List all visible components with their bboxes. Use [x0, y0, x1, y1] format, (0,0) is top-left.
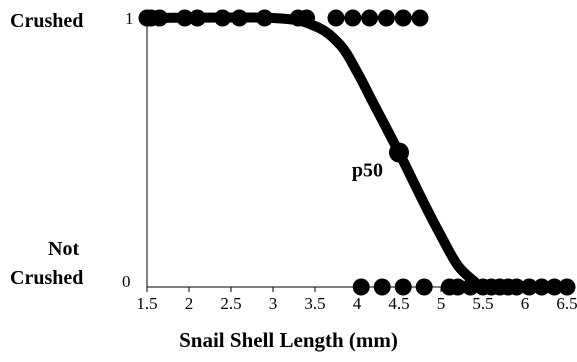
p50-point: [389, 142, 409, 163]
p50-annotation: p50: [352, 160, 383, 182]
crushed-point: [230, 9, 248, 27]
crushed-point: [151, 9, 169, 27]
x-axis-title: Snail Shell Length (mm): [179, 328, 398, 352]
crushed-point: [176, 9, 194, 27]
not-crushed-point: [373, 278, 391, 296]
crushed-point: [214, 9, 232, 27]
crushed-point: [394, 9, 412, 27]
crushed-point: [188, 9, 206, 27]
not-crushed-point: [352, 278, 370, 296]
not-crushed-point: [415, 278, 433, 296]
y-tick-label-1: 1: [125, 9, 134, 28]
x-tick-label: 1.5: [136, 294, 157, 313]
not-crushed-point: [508, 278, 526, 296]
x-tick-label: 5.5: [472, 294, 493, 313]
not-crushed-category-label-line2: Crushed: [10, 267, 84, 289]
not-crushed-point: [533, 278, 551, 296]
x-tick-labels: 1.5 2 2.5 3 3.5 4 4.5 5 5.5 6 6.5: [136, 294, 577, 313]
crushed-point: [298, 9, 316, 27]
x-tick-label: 5: [437, 294, 446, 313]
crushed-category-label: Crushed: [10, 10, 84, 32]
crushed-point: [256, 9, 274, 27]
y-tick-label-0: 0: [122, 272, 131, 291]
not-crushed-point: [558, 278, 576, 296]
not-crushed-point: [449, 278, 467, 296]
crushed-points: [138, 9, 429, 27]
x-tick-label: 3.5: [304, 294, 325, 313]
crushed-point: [411, 9, 429, 27]
x-tick-label: 4.5: [388, 294, 409, 313]
x-tick-label: 2: [185, 294, 194, 313]
not-crushed-point: [461, 278, 479, 296]
crushed-point: [377, 9, 395, 27]
crushed-point: [344, 9, 362, 27]
x-tick-label: 2.5: [220, 294, 241, 313]
not-crushed-point: [520, 278, 538, 296]
x-tick-label: 6.5: [556, 294, 577, 313]
x-tick-label: 6: [521, 294, 530, 313]
not-crushed-points: [352, 278, 576, 296]
fitted-curve: [142, 12, 572, 293]
not-crushed-point: [545, 278, 563, 296]
x-tick-label: 4: [353, 294, 362, 313]
x-tick-label: 3: [269, 294, 278, 313]
not-crushed-category-label-line1: Not: [48, 238, 80, 260]
not-crushed-point: [394, 278, 412, 296]
crushed-point: [327, 9, 345, 27]
crushed-point: [361, 9, 379, 27]
